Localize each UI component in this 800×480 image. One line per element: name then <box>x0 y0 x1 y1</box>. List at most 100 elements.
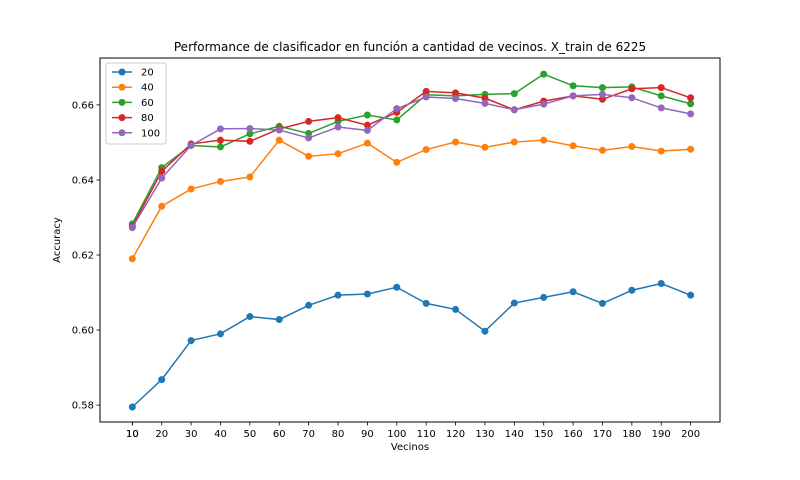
legend-marker-20 <box>118 68 126 76</box>
x-tick-label: 180 <box>622 429 641 440</box>
series-40-point <box>158 202 166 210</box>
y-axis-label: Accuracy <box>52 217 63 263</box>
series-100-point <box>275 126 283 134</box>
series-40-point <box>422 146 430 154</box>
series-40-point <box>598 146 606 154</box>
plot-series-group <box>128 70 695 411</box>
x-tick-label: 40 <box>214 429 227 440</box>
x-tick-label: 60 <box>273 429 286 440</box>
legend-box <box>105 62 167 145</box>
series-60-point <box>363 111 371 119</box>
x-tick-label: 30 <box>185 429 198 440</box>
series-100-point <box>334 123 342 131</box>
series-100-point <box>510 106 518 114</box>
series-100-point <box>128 224 136 232</box>
legend: 20 40 60 80 100 <box>105 62 167 145</box>
legend-marker-60 <box>118 98 126 106</box>
x-axis-label: Vecinos <box>391 442 429 453</box>
chart-title: Performance de clasificador en función a… <box>174 40 646 54</box>
series-20-point <box>628 286 636 294</box>
series-20-point <box>216 330 224 338</box>
series-60-point <box>598 84 606 92</box>
series-20-point <box>687 291 695 299</box>
y-tick-label: 0.62 <box>72 251 94 262</box>
series-40-point <box>187 185 195 193</box>
series-80-point <box>598 95 606 103</box>
series-40-point <box>363 139 371 147</box>
legend-marker-100 <box>118 129 126 137</box>
series-20-point <box>334 291 342 299</box>
series-60-point <box>687 100 695 108</box>
series-40-point <box>628 143 636 151</box>
series-60-point <box>246 130 254 138</box>
x-tick-label: 100 <box>387 429 406 440</box>
x-tick-label: 190 <box>652 429 671 440</box>
series-80-point <box>452 89 460 97</box>
series-20-point <box>187 337 195 345</box>
series-20-point <box>452 305 460 313</box>
x-tick-label: 110 <box>417 429 436 440</box>
plot-frame <box>99 57 721 423</box>
x-tick-label: 140 <box>505 429 524 440</box>
series-80-point <box>363 121 371 129</box>
series-100-point <box>628 94 636 102</box>
series-20-point <box>275 316 283 324</box>
series-60-point <box>393 116 401 124</box>
series-40-point <box>510 138 518 146</box>
series-100-point <box>452 95 460 103</box>
series-line-20 <box>131 282 691 408</box>
series-80-point <box>246 137 254 145</box>
x-tick-label: 70 <box>302 429 315 440</box>
series-60-point <box>569 82 577 90</box>
series-100-point <box>305 134 313 142</box>
series-line-100 <box>131 93 691 229</box>
series-20-point <box>246 313 254 321</box>
x-tick-label: 80 <box>332 429 345 440</box>
series-40-point <box>657 147 665 155</box>
series-40-point <box>687 145 695 153</box>
series-100-point <box>246 125 254 133</box>
x-tick-label: 170 <box>593 429 612 440</box>
series-20-point <box>363 290 371 298</box>
series-100-point <box>393 105 401 113</box>
series-20-point <box>657 280 665 288</box>
legend-label-80: 80 <box>141 113 154 124</box>
x-tick-label: 150 <box>534 429 553 440</box>
series-20-point <box>158 376 166 384</box>
series-80-point <box>334 114 342 122</box>
series-60-point <box>510 90 518 98</box>
x-tick-label: 50 <box>243 429 256 440</box>
series-20-point <box>393 283 401 291</box>
series-40-point <box>246 173 254 181</box>
y-tick-label: 0.60 <box>72 326 94 337</box>
series-100-point <box>687 110 695 118</box>
series-40-point <box>305 152 313 160</box>
series-line-80 <box>131 86 691 227</box>
series-20-point <box>305 301 313 309</box>
series-20-point <box>569 288 577 296</box>
series-line-60 <box>131 73 691 225</box>
legend-label-100: 100 <box>141 128 160 139</box>
series-line-40 <box>131 139 691 260</box>
series-40-point <box>569 142 577 150</box>
series-20-point <box>422 299 430 307</box>
y-tick-label: 0.64 <box>72 175 94 186</box>
series-80-point <box>216 136 224 144</box>
y-axis-ticks: 0.58 0.60 0.62 0.64 0.66 <box>72 100 100 412</box>
series-80-point <box>657 84 665 92</box>
series-40-point <box>216 177 224 185</box>
series-80-point <box>628 85 636 93</box>
x-tick-label: 10 <box>126 429 139 440</box>
series-80-point <box>422 87 430 95</box>
series-80-point <box>687 94 695 102</box>
x-tick-label: 200 <box>681 429 700 440</box>
series-100-point <box>569 92 577 100</box>
legend-label-20: 20 <box>141 68 154 79</box>
series-60-point <box>657 92 665 100</box>
series-100-point <box>187 141 195 149</box>
series-80-point <box>305 117 313 125</box>
legend-marker-40 <box>118 83 126 91</box>
legend-label-60: 60 <box>141 98 154 109</box>
